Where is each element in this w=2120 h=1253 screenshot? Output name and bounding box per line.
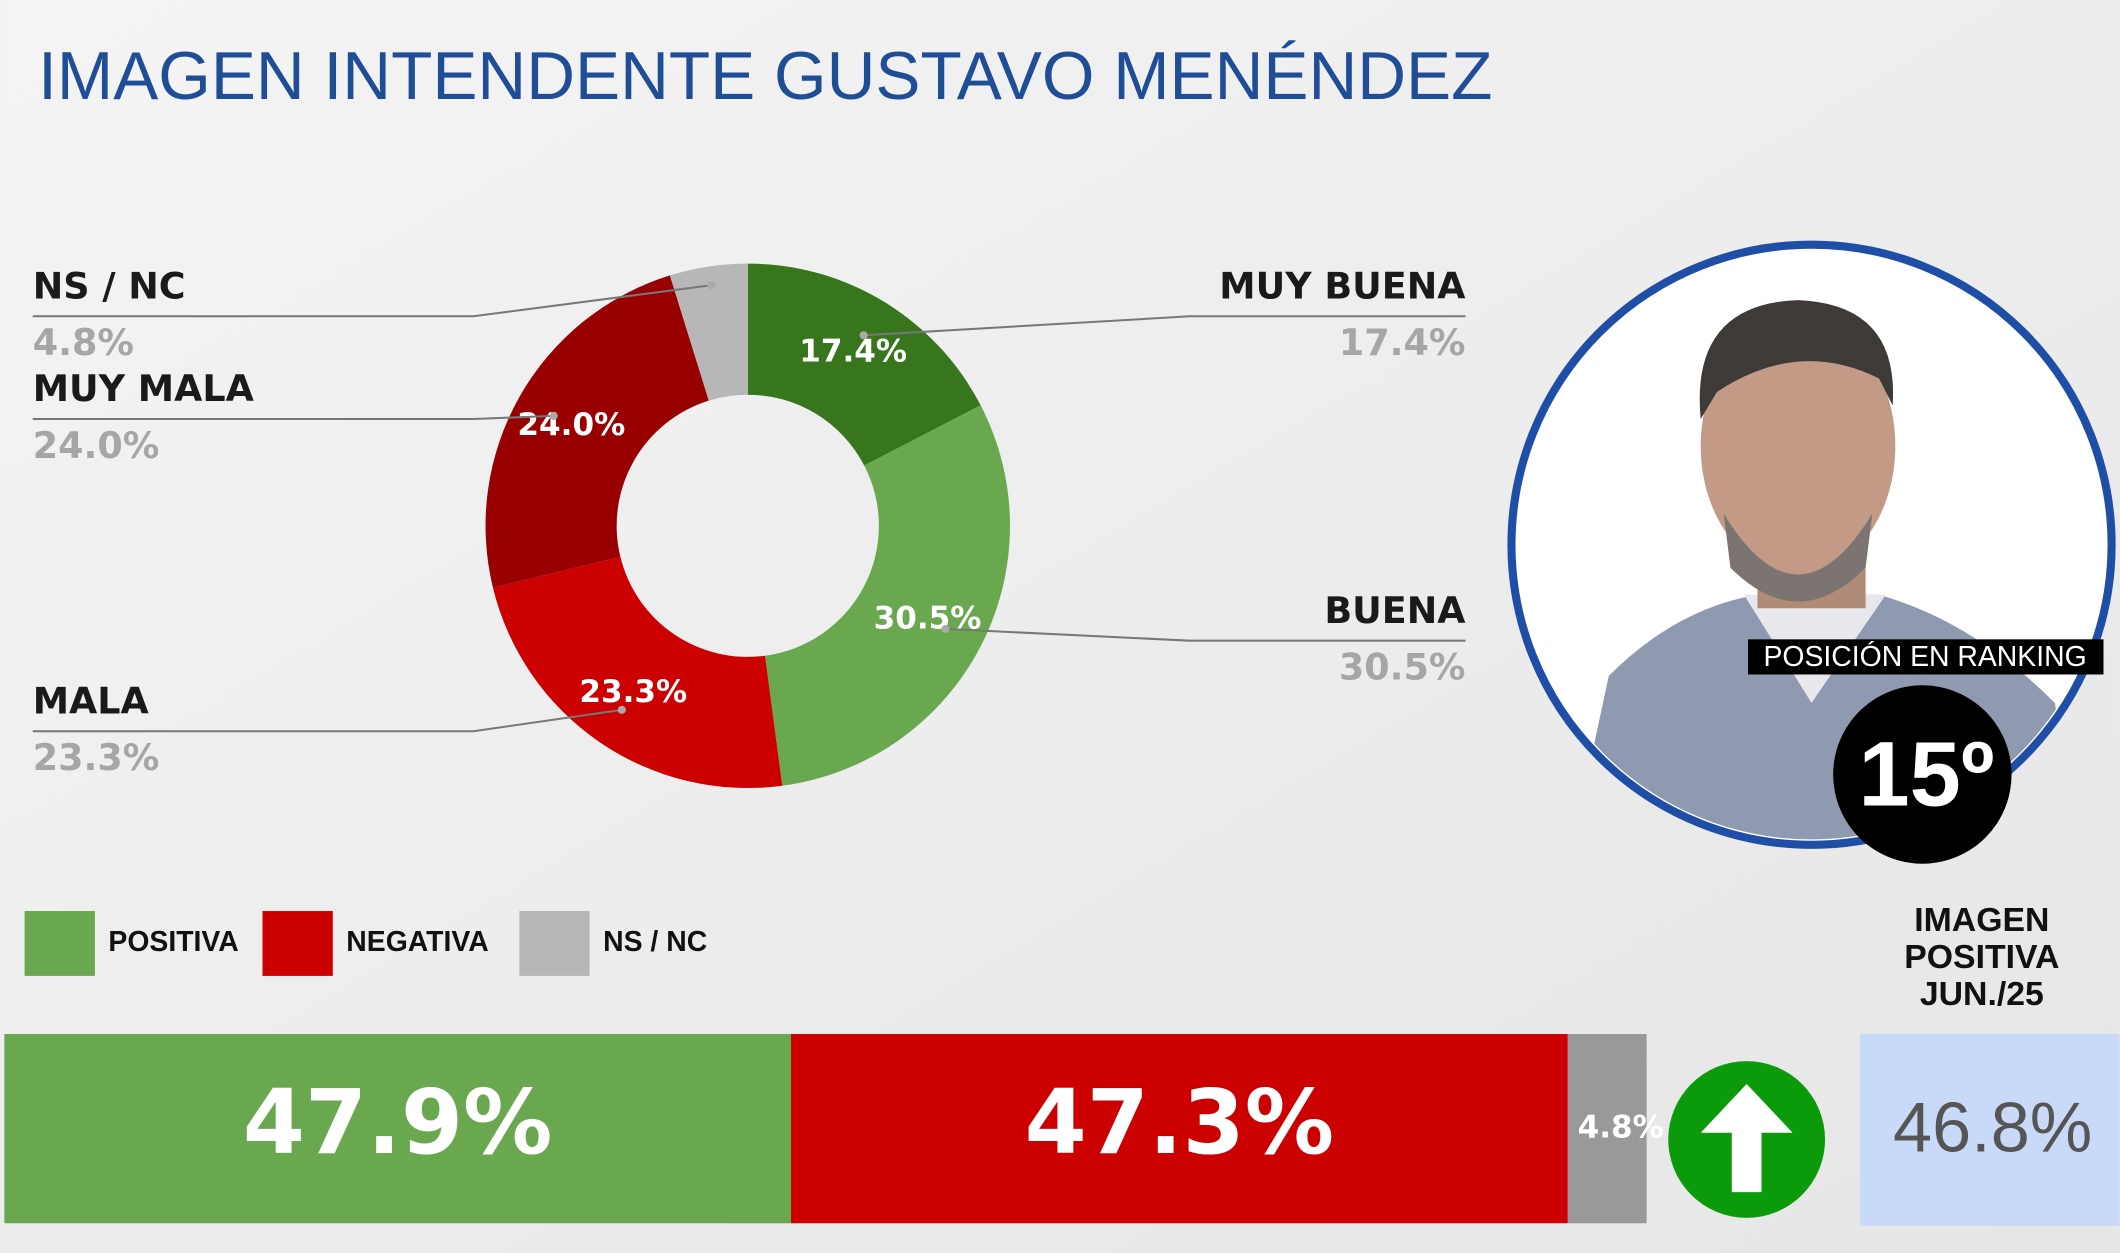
bar-value-label: 47.3% bbox=[1025, 1071, 1334, 1175]
legend-swatch bbox=[519, 911, 590, 976]
category-label: MUY BUENA bbox=[1219, 264, 1466, 307]
up-arrow-icon bbox=[1668, 1061, 1826, 1218]
leader-line bbox=[32, 708, 622, 733]
ranking-label: POSICIÓN EN RANKING bbox=[1763, 641, 2086, 673]
donut-slice bbox=[747, 263, 981, 466]
bar-value-label: 4.8% bbox=[1578, 1110, 1664, 1146]
bar-segment bbox=[4, 1034, 791, 1224]
previous-label: POSITIVA bbox=[1904, 938, 2059, 976]
category-label: MUY MALA bbox=[33, 367, 255, 410]
leader-line bbox=[863, 315, 1466, 337]
slice-label: 24.0% bbox=[517, 407, 625, 443]
legend-label: POSITIVA bbox=[108, 926, 238, 958]
percent-label: 17.4% bbox=[1339, 321, 1466, 364]
category-label: MALA bbox=[33, 679, 150, 722]
bar-segment bbox=[790, 1034, 1568, 1224]
leader-line bbox=[945, 627, 1466, 642]
legend-label: NS / NC bbox=[603, 926, 707, 958]
leader-line bbox=[32, 284, 712, 318]
leader-dot bbox=[941, 624, 950, 633]
slice-label: 30.5% bbox=[874, 601, 982, 637]
percent-label: 24.0% bbox=[33, 424, 160, 467]
donut-slice bbox=[669, 263, 748, 401]
leader-line bbox=[32, 414, 554, 421]
category-label: BUENA bbox=[1324, 589, 1466, 632]
bar-value-label: 47.9% bbox=[243, 1071, 552, 1175]
leader-dot bbox=[617, 705, 626, 714]
ranking-badge bbox=[1833, 685, 2012, 864]
leader-dot bbox=[859, 331, 868, 340]
donut-slice bbox=[765, 405, 1010, 786]
bar-segment bbox=[1567, 1034, 1647, 1224]
leader-dot bbox=[549, 411, 558, 420]
slice-label: 23.3% bbox=[579, 674, 687, 710]
category-label: NS / NC bbox=[33, 264, 186, 307]
previous-label: IMAGEN bbox=[1914, 901, 2049, 939]
slice-label: 17.4% bbox=[799, 334, 907, 370]
legend-swatch bbox=[24, 911, 95, 976]
donut-slice bbox=[485, 275, 709, 588]
percent-label: 30.5% bbox=[1339, 646, 1466, 689]
ranking-label-box bbox=[1748, 639, 2104, 675]
chart-title: IMAGEN INTENDENTE GUSTAVO MENÉNDEZ bbox=[38, 39, 1492, 114]
previous-value: 46.8% bbox=[1893, 1087, 2092, 1166]
percent-label: 23.3% bbox=[33, 736, 160, 779]
donut-slice bbox=[492, 556, 783, 789]
percent-label: 4.8% bbox=[33, 321, 134, 364]
previous-box bbox=[1860, 1034, 2120, 1226]
ranking-position: 15º bbox=[1859, 724, 1995, 826]
leader-dot bbox=[707, 281, 716, 290]
legend-swatch bbox=[262, 911, 333, 976]
previous-label: JUN./25 bbox=[1920, 975, 2044, 1013]
legend-label: NEGATIVA bbox=[346, 926, 488, 958]
